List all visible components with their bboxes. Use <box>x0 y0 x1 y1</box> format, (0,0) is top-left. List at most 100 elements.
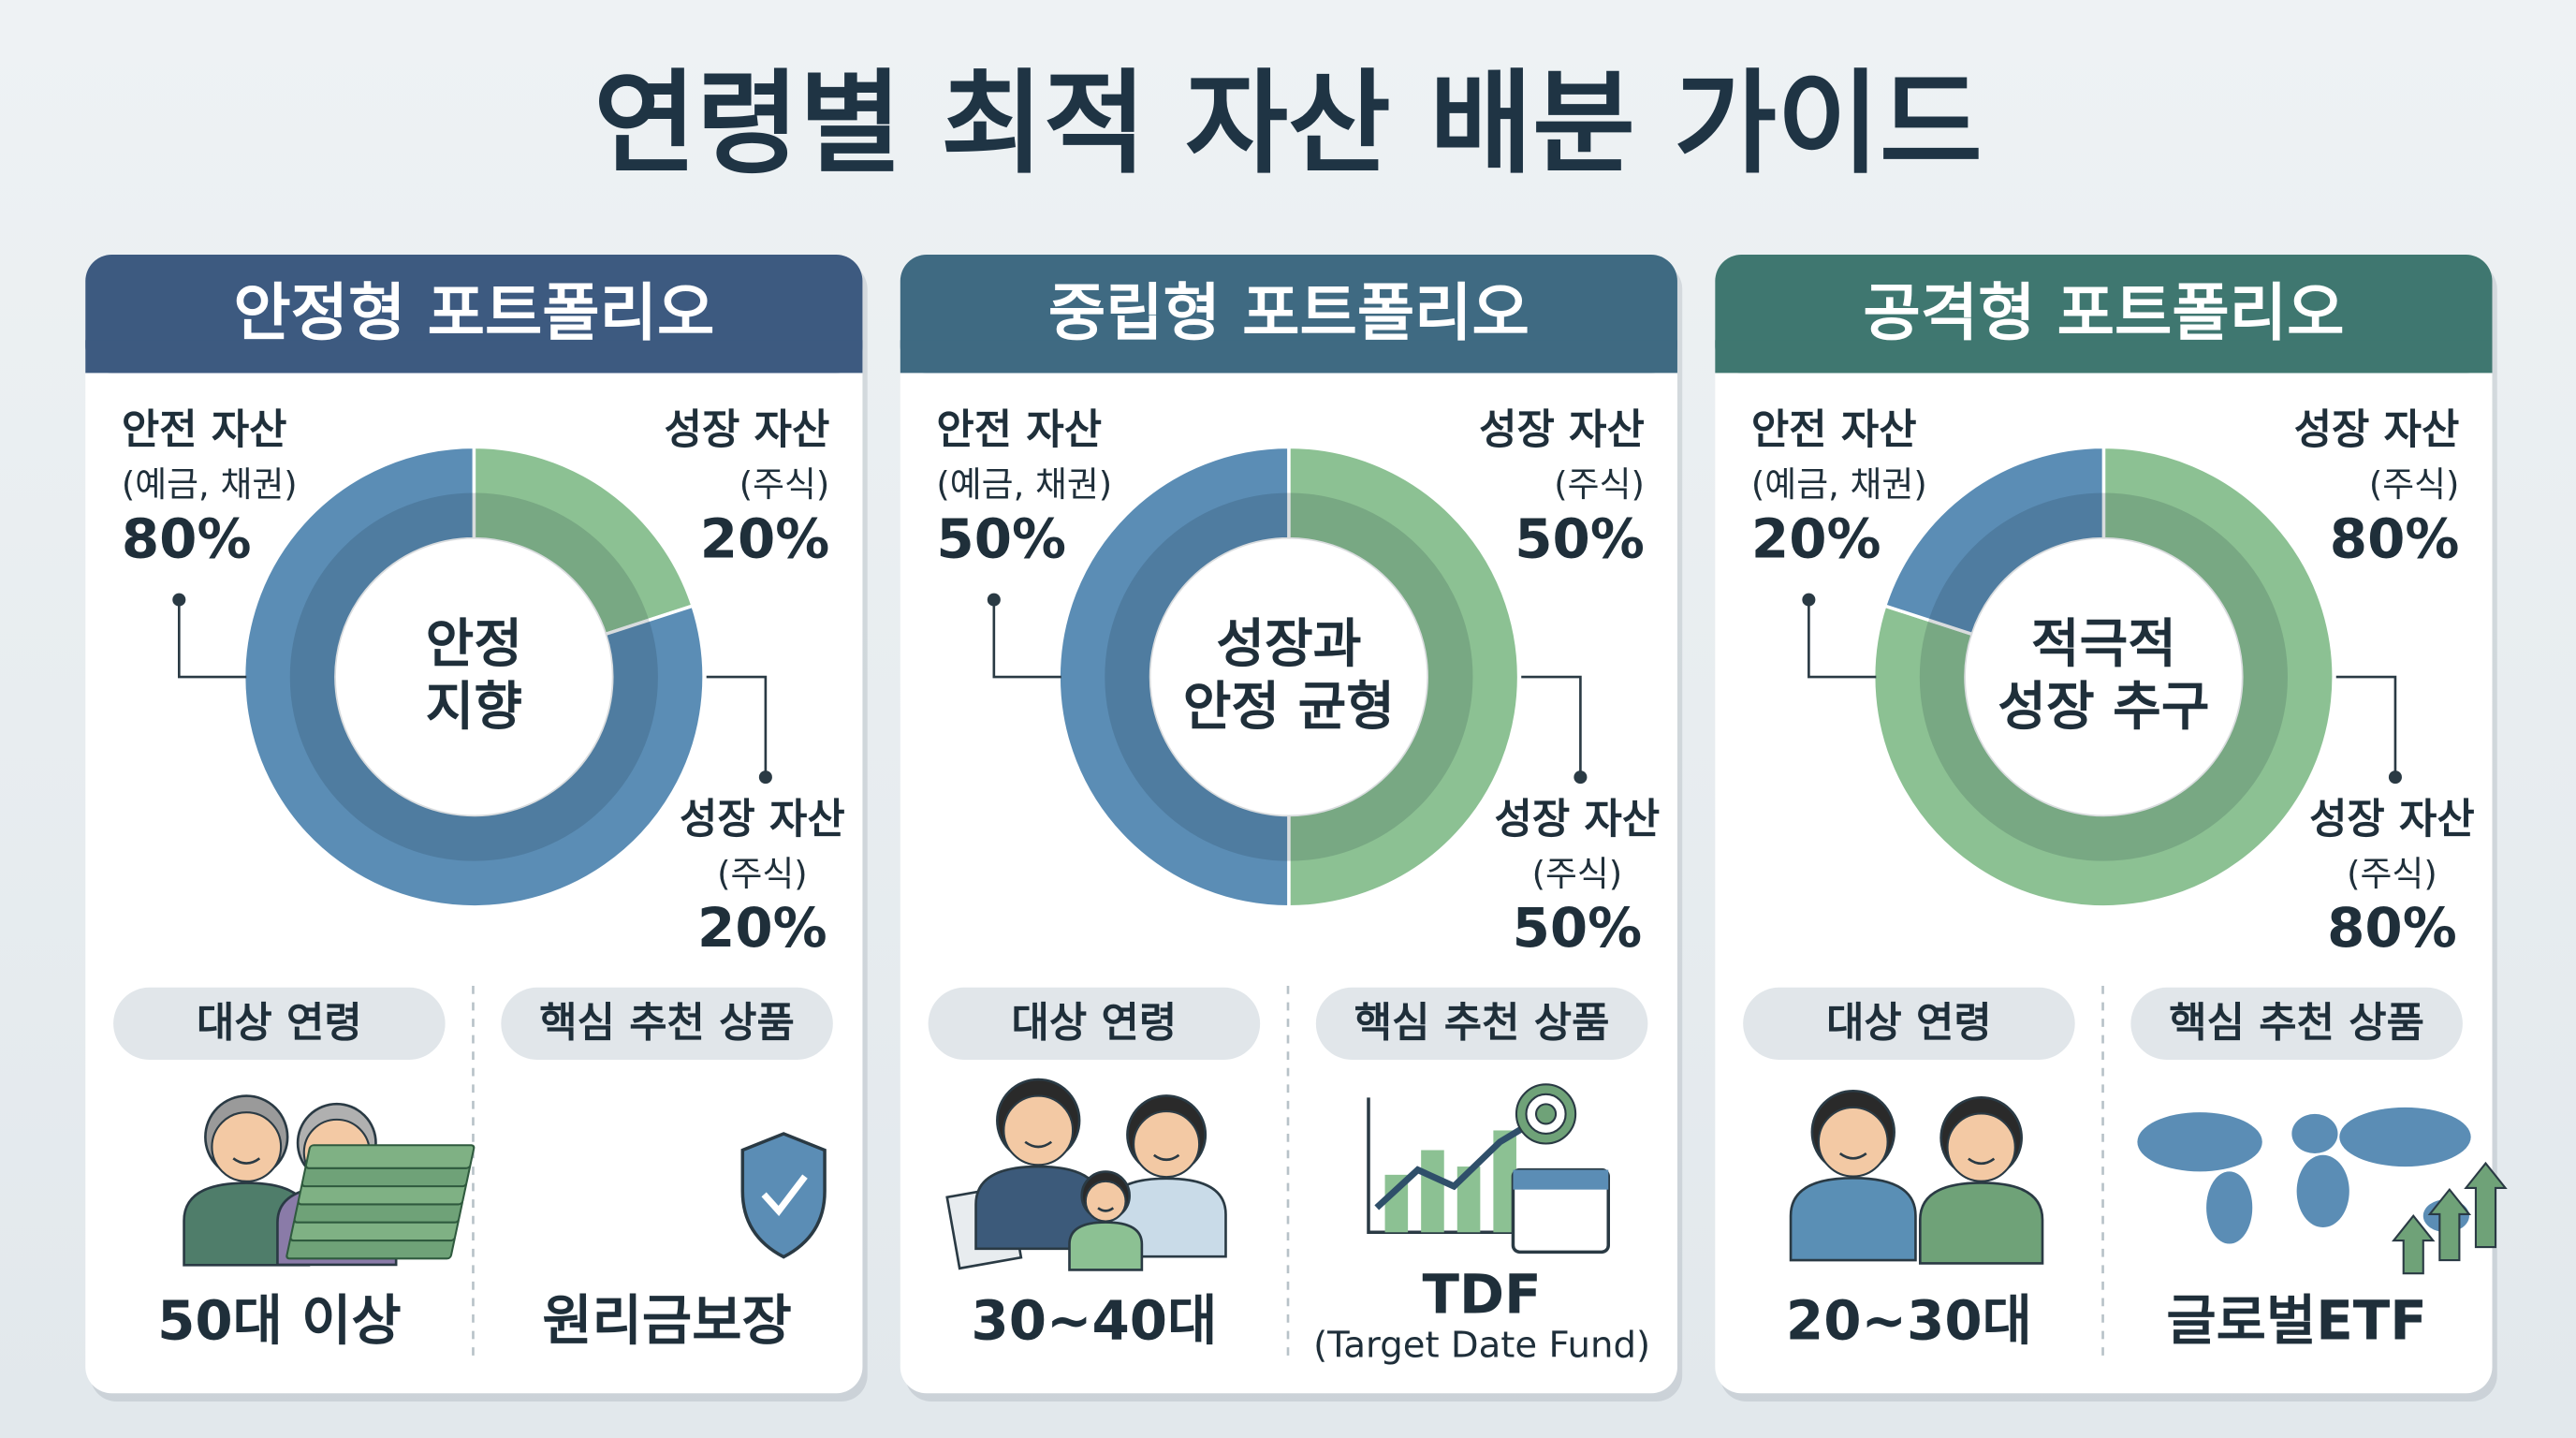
icon <box>304 1144 476 1169</box>
icon <box>1367 1097 1550 1235</box>
icon <box>1084 1180 1127 1223</box>
card-header <box>900 340 1677 374</box>
value-label: 50% <box>1515 506 1645 570</box>
pill-label: 대상 연령 <box>197 999 362 1047</box>
target-age: 30~40대 <box>971 1289 1217 1353</box>
category-note: (주식) <box>717 854 808 894</box>
icon <box>740 1132 827 1259</box>
icon <box>2339 1107 2471 1167</box>
icon <box>2427 1187 2472 1262</box>
card-title: 안정형 포트폴리오 <box>233 276 714 349</box>
icon <box>1513 1169 1609 1190</box>
category-label: 안전 자산 <box>1751 406 1917 454</box>
icon <box>1946 1112 2016 1182</box>
category-note: (예금, 채권) <box>122 464 298 505</box>
icon <box>1133 1110 1201 1179</box>
category-note: (주식) <box>1554 464 1645 505</box>
category-label: 성장 자산 <box>2294 406 2460 454</box>
category-label: 성장 자산 <box>665 406 830 454</box>
leader-dot <box>1573 770 1588 785</box>
icon <box>1097 1207 1115 1212</box>
center-label: 지향 <box>426 677 522 738</box>
pill <box>1315 987 1648 1060</box>
icon <box>1421 1150 1444 1233</box>
category-label: 안전 자산 <box>122 406 287 454</box>
center-label: 성장과 <box>1216 614 1361 675</box>
icon <box>1024 1140 1053 1149</box>
product: TDF <box>1423 1263 1542 1327</box>
icon <box>2391 1214 2436 1275</box>
target-age: 50대 이상 <box>157 1289 402 1353</box>
leader-line <box>177 599 247 679</box>
pie-segment <box>472 445 695 637</box>
card-header <box>85 340 863 374</box>
category-note: (주식) <box>739 464 830 505</box>
leader-dot <box>2388 770 2402 785</box>
category-label: 성장 자산 <box>680 796 845 844</box>
pill <box>2130 987 2463 1060</box>
value-label: 50% <box>936 506 1066 570</box>
icon <box>761 1174 808 1216</box>
icon <box>2296 1154 2349 1228</box>
icon <box>2464 1161 2508 1249</box>
pill <box>1743 987 2075 1060</box>
value-label: 80% <box>122 506 252 570</box>
icon <box>2137 1112 2262 1172</box>
pill-label: 핵심 추천 상품 <box>2169 999 2424 1047</box>
icon <box>1817 1106 1889 1178</box>
pill-label: 핵심 추천 상품 <box>539 999 795 1047</box>
value-label: 20% <box>697 896 827 960</box>
leader-dot <box>172 593 186 607</box>
card-title: 중립형 포트폴리오 <box>1048 276 1530 349</box>
pie-segment <box>1287 445 1521 909</box>
card-header <box>1715 340 2493 374</box>
donut-shade <box>1105 492 1473 861</box>
product: (Target Date Fund) <box>1313 1325 1650 1367</box>
category-label: 안전 자산 <box>936 406 1102 454</box>
value-label: 20% <box>700 506 830 570</box>
category-note: (주식) <box>1532 854 1623 894</box>
icon <box>232 1157 261 1165</box>
center-label: 안정 균형 <box>1183 677 1395 738</box>
category-label: 성장 자산 <box>1479 406 1645 454</box>
card-title: 공격형 포트폴리오 <box>1863 276 2344 349</box>
donut-shade <box>1919 492 2288 861</box>
pie-segment <box>1882 445 2106 637</box>
page-title: 연령별 최적 자산 배분 가이드 <box>593 59 1983 189</box>
icon <box>1789 1177 1917 1262</box>
leader-line <box>992 599 1061 679</box>
target-age: 20~30대 <box>1786 1289 2032 1353</box>
center-label: 적극적 <box>2031 614 2176 675</box>
leader-dot <box>758 770 772 785</box>
value-label: 80% <box>2327 896 2457 960</box>
pill <box>928 987 1261 1060</box>
pie-segment <box>242 445 706 909</box>
leader-line <box>706 675 768 778</box>
icon <box>1374 1119 1535 1211</box>
pill <box>501 987 833 1060</box>
icon <box>1152 1153 1180 1162</box>
icon <box>1838 1152 1867 1160</box>
pill-label: 대상 연령 <box>1826 999 1992 1047</box>
icon <box>2206 1171 2253 1244</box>
icon <box>1968 1157 1996 1166</box>
leader-line <box>1808 599 1877 679</box>
center-label: 성장 추구 <box>1998 677 2209 738</box>
category-note: (예금, 채권) <box>936 464 1112 505</box>
pie-segment <box>1871 445 2335 909</box>
pill-label: 대상 연령 <box>1012 999 1178 1047</box>
donut-shade <box>289 492 658 861</box>
category-note: (주식) <box>2347 854 2437 894</box>
icon <box>1003 1094 1075 1167</box>
center-label: 안정 <box>426 614 522 675</box>
category-label: 성장 자산 <box>1495 796 1661 844</box>
category-note: (주식) <box>2369 464 2460 505</box>
category-label: 성장 자산 <box>2309 796 2475 844</box>
category-note: (예금, 채권) <box>1751 464 1927 505</box>
icon <box>1534 1103 1558 1125</box>
icon <box>1068 1221 1144 1271</box>
value-label: 50% <box>1513 896 1643 960</box>
product: 글로벌ETF <box>2166 1289 2426 1353</box>
